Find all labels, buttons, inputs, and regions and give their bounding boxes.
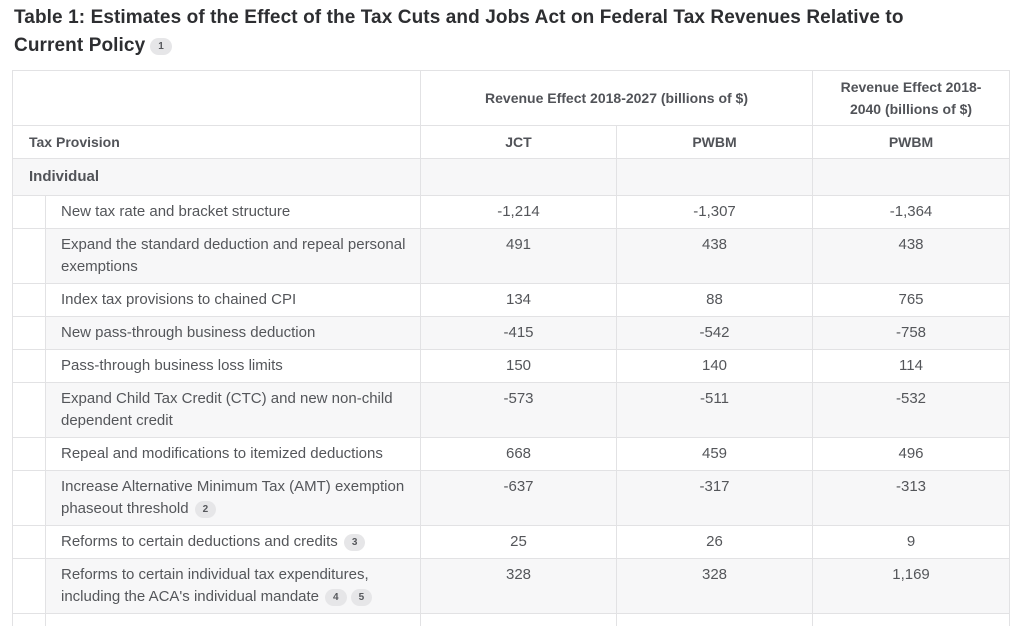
pwbm-2040-value-cell: 765: [812, 283, 1011, 317]
provision-cell: Pass-through business loss limits: [45, 349, 421, 383]
table-row: Repeal and modifications to itemized ded…: [12, 437, 1011, 471]
pwbm-value-cell: -542: [615, 316, 814, 350]
column-header-row: Tax Provision JCT PWBM PWBM: [12, 125, 1011, 159]
empty-cell: [420, 158, 617, 196]
pwbm-2040-value-cell: -313: [812, 470, 1011, 526]
group-header-2018-2027: Revenue Effect 2018-2027 (billions of $): [419, 70, 814, 126]
group-header-row: Revenue Effect 2018-2027 (billions of $)…: [12, 70, 1011, 126]
pwbm-2040-value-cell: 114: [812, 349, 1011, 383]
provision-cell: New tax rate and bracket structure: [45, 195, 421, 229]
pwbm-value-cell: 459: [615, 437, 814, 471]
indent-cell: [12, 349, 46, 383]
table-row-cutoff: [12, 613, 1011, 626]
table-title-line1: Table 1: Estimates of the Effect of the …: [14, 7, 904, 28]
pwbm-value-cell: 140: [615, 349, 814, 383]
provision-cell: [45, 613, 421, 626]
jct-value-cell: -573: [420, 382, 617, 438]
indent-cell: [12, 525, 46, 559]
indent-cell: [12, 437, 46, 471]
provision-text: Reforms to certain individual tax expend…: [61, 566, 369, 605]
empty-cell: [615, 158, 814, 196]
pwbm-value-cell: -511: [615, 382, 814, 438]
tax-provisions-table: Revenue Effect 2018-2027 (billions of $)…: [12, 70, 1011, 626]
provision-text: Reforms to certain deductions and credit…: [61, 533, 338, 550]
provision-text: Increase Alternative Minimum Tax (AMT) e…: [61, 478, 405, 517]
footnote-badge-3[interactable]: 3: [343, 534, 366, 551]
indent-cell: [12, 195, 46, 229]
provision-cell: New pass-through business deduction: [45, 316, 421, 350]
empty-cell: [812, 158, 1011, 196]
indent-cell: [12, 228, 46, 284]
table-row: Pass-through business loss limits 150 14…: [12, 349, 1011, 383]
pwbm-2040-value-cell: 438: [812, 228, 1011, 284]
provision-cell: Expand Child Tax Credit (CTC) and new no…: [45, 382, 421, 438]
provision-cell: Index tax provisions to chained CPI: [45, 283, 421, 317]
pwbm-2040-value-cell: 496: [812, 437, 1011, 471]
jct-value-cell: -637: [420, 470, 617, 526]
footnote-badge-5[interactable]: 5: [350, 589, 373, 606]
indent-cell: [12, 316, 46, 350]
pwbm-2040-value-cell: -1,364: [812, 195, 1011, 229]
indent-cell: [12, 558, 46, 614]
provision-cell: Reforms to certain individual tax expend…: [45, 558, 421, 614]
indent-cell: [12, 470, 46, 526]
table-row: Expand Child Tax Credit (CTC) and new no…: [12, 382, 1011, 438]
table-row: Reforms to certain deductions and credit…: [12, 525, 1011, 559]
table-row: Reforms to certain individual tax expend…: [12, 558, 1011, 614]
provision-cell: Reforms to certain deductions and credit…: [45, 525, 421, 559]
indent-cell: [12, 382, 46, 438]
jct-value-cell: 134: [420, 283, 617, 317]
empty-corner-cell: [12, 70, 421, 126]
jct-value-cell: 491: [420, 228, 617, 284]
jct-value-cell: 150: [420, 349, 617, 383]
indent-cell: [12, 613, 46, 626]
column-header-tax-provision: Tax Provision: [12, 125, 421, 159]
table-row: New pass-through business deduction -415…: [12, 316, 1011, 350]
pwbm-2040-value-cell: 9: [812, 525, 1011, 559]
pwbm-value-cell: -317: [615, 470, 814, 526]
jct-value-cell: -1,214: [420, 195, 617, 229]
column-header-pwbm-2040: PWBM: [812, 125, 1011, 159]
column-header-pwbm: PWBM: [615, 125, 814, 159]
jct-value-cell: 328: [420, 558, 617, 614]
table-row: Expand the standard deduction and repeal…: [12, 228, 1011, 284]
pwbm-value-cell: 26: [615, 525, 814, 559]
table-row: New tax rate and bracket structure -1,21…: [12, 195, 1011, 229]
group-header-2018-2040: Revenue Effect 2018-2040 (billions of $): [812, 70, 1011, 126]
pwbm-2040-value-cell: -758: [812, 316, 1011, 350]
pwbm-value-cell: 328: [615, 558, 814, 614]
table-title-line2: Current Policy: [14, 35, 146, 56]
footnote-badge-2[interactable]: 2: [194, 501, 217, 518]
jct-value-cell: 25: [420, 525, 617, 559]
column-header-jct: JCT: [420, 125, 617, 159]
pwbm-value-cell: 88: [615, 283, 814, 317]
pwbm-2040-value-cell: -532: [812, 382, 1011, 438]
pwbm-2040-value-cell: 1,169: [812, 558, 1011, 614]
table-row: Increase Alternative Minimum Tax (AMT) e…: [12, 470, 1011, 526]
section-row-individual: Individual: [12, 158, 1011, 196]
table-title: Table 1: Estimates of the Effect of the …: [0, 0, 990, 60]
footnote-badge-4[interactable]: 4: [325, 589, 347, 606]
pwbm-value-cell: -1,307: [615, 195, 814, 229]
pwbm-value-cell: [615, 613, 814, 626]
pwbm-2040-value-cell: [812, 613, 1011, 626]
footnote-badge-1[interactable]: 1: [150, 38, 172, 55]
provision-cell: Expand the standard deduction and repeal…: [45, 228, 421, 284]
section-label: Individual: [12, 158, 421, 196]
provision-cell: Increase Alternative Minimum Tax (AMT) e…: [45, 470, 421, 526]
table-row: Index tax provisions to chained CPI 134 …: [12, 283, 1011, 317]
provision-cell: Repeal and modifications to itemized ded…: [45, 437, 421, 471]
jct-value-cell: [420, 613, 617, 626]
jct-value-cell: 668: [420, 437, 617, 471]
pwbm-value-cell: 438: [615, 228, 814, 284]
indent-cell: [12, 283, 46, 317]
jct-value-cell: -415: [420, 316, 617, 350]
